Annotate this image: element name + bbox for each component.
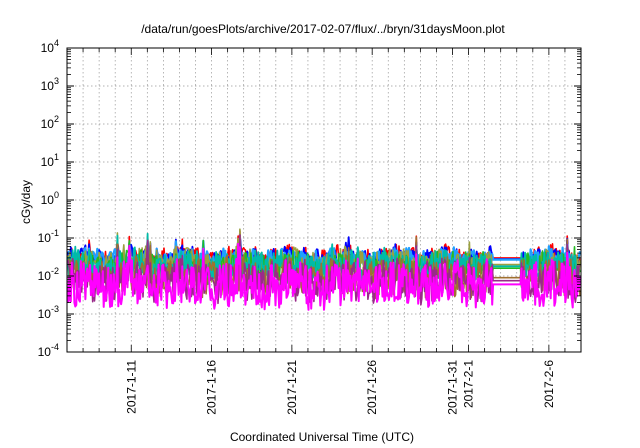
x-tick-label: 2017-2-6: [542, 360, 556, 408]
series-line-6: [67, 232, 581, 287]
y-tick-exponent: 2: [54, 114, 59, 124]
y-tick-label: 100: [41, 190, 59, 207]
y-tick-exponent: 1: [54, 152, 59, 162]
y-tick-label: 10-3: [38, 304, 59, 321]
chart-title: /data/run/goesPlots/archive/2017-02-07/f…: [141, 22, 505, 36]
series-group: [67, 228, 582, 311]
y-tick-label: 10-1: [38, 228, 59, 245]
x-tick-label: 2017-1-11: [124, 360, 138, 414]
y-tick-base: 10: [41, 117, 55, 131]
y-tick-base: 10: [41, 41, 55, 55]
y-tick-exponent: 3: [54, 76, 59, 86]
y-axis-label: cGy/day: [19, 180, 33, 224]
x-tick-label: 2017-1-21: [285, 360, 299, 415]
y-tick-label: 103: [41, 76, 59, 93]
y-tick-exponent: -4: [51, 342, 59, 352]
x-tick-label: 2017-1-26: [365, 360, 379, 415]
y-tick-exponent: -1: [51, 228, 59, 238]
y-tick-label: 101: [41, 152, 59, 169]
y-tick-exponent: -2: [51, 266, 59, 276]
y-tick-exponent: 4: [54, 38, 59, 48]
y-tick-base: 10: [41, 79, 55, 93]
y-tick-label: 10-2: [38, 266, 59, 283]
y-tick-label: 104: [41, 38, 59, 55]
series-line-9: [67, 242, 581, 311]
y-tick-label: 102: [41, 114, 59, 131]
x-tick-label: 2017-1-31: [446, 360, 460, 415]
y-tick-label: 10-4: [38, 342, 59, 359]
x-tick-label: 2017-2-1: [462, 360, 476, 408]
y-tick-exponent: 0: [54, 190, 59, 200]
y-tick-exponent: -3: [51, 304, 59, 314]
x-tick-label: 2017-1-16: [205, 360, 219, 415]
y-tick-base: 10: [38, 269, 52, 283]
axis-ticks: 10-410-310-210-11001011021031042017-1-11…: [38, 38, 581, 415]
y-tick-base: 10: [38, 231, 52, 245]
y-tick-base: 10: [38, 307, 52, 321]
y-tick-base: 10: [41, 193, 55, 207]
y-tick-base: 10: [41, 155, 55, 169]
x-axis-label: Coordinated Universal Time (UTC): [230, 430, 414, 444]
y-tick-base: 10: [38, 345, 52, 359]
